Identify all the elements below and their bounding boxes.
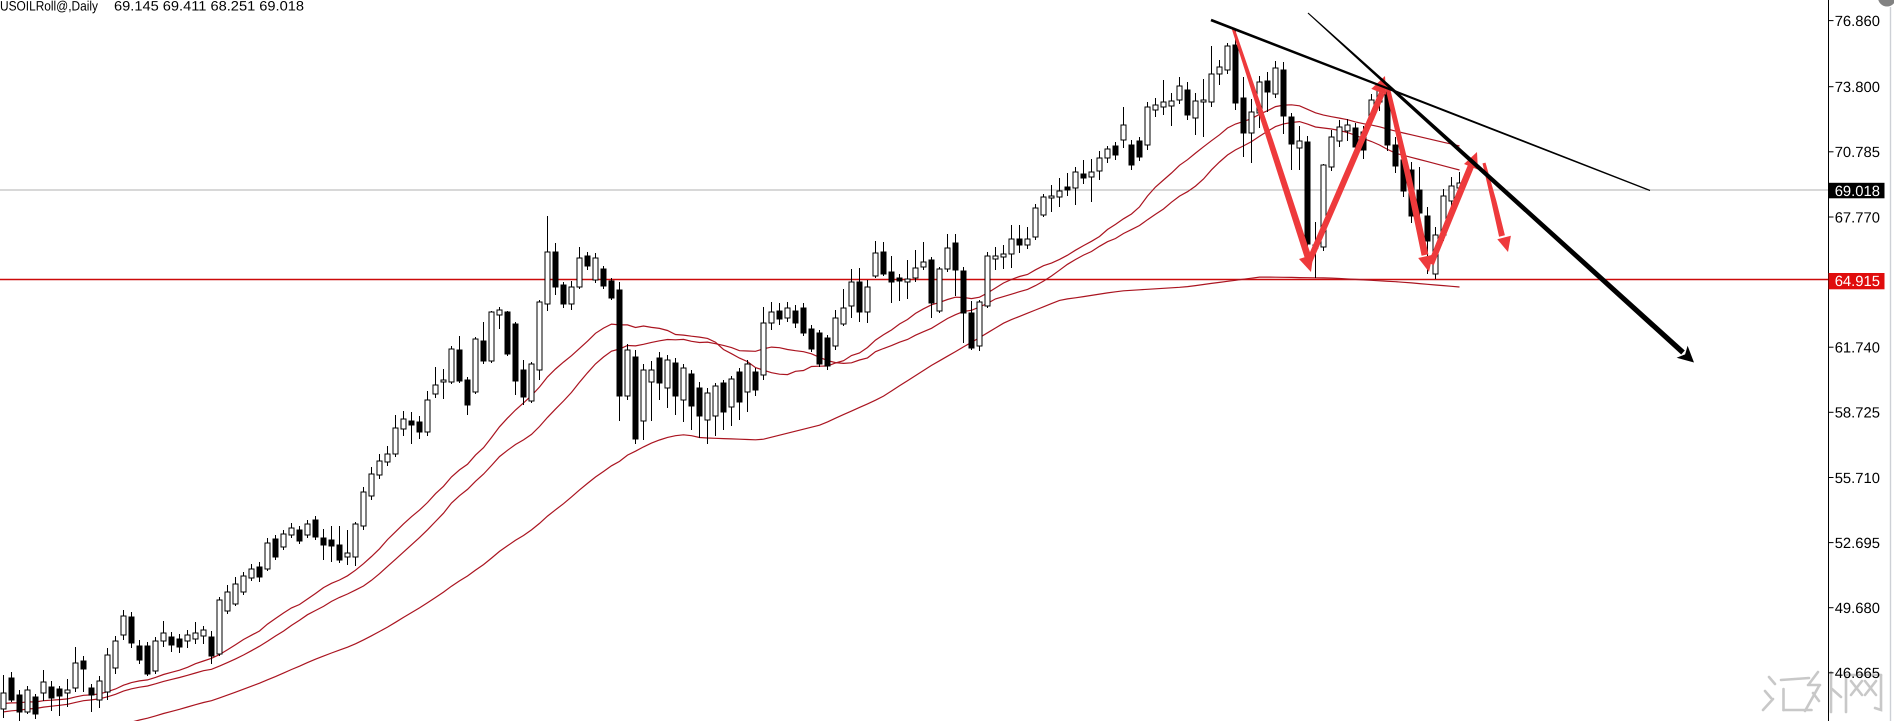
svg-text:58.725: 58.725: [1835, 406, 1880, 422]
svg-text:64.915: 64.915: [1835, 274, 1880, 290]
svg-text:55.710: 55.710: [1835, 471, 1880, 487]
svg-text:67.770: 67.770: [1835, 210, 1880, 226]
svg-text:69.145 69.411 68.251 69.018: 69.145 69.411 68.251 69.018: [114, 0, 304, 13]
svg-text:52.695: 52.695: [1835, 536, 1880, 552]
svg-text:69.018: 69.018: [1835, 184, 1880, 200]
svg-text:49.680: 49.680: [1835, 601, 1880, 617]
svg-text:73.800: 73.800: [1835, 80, 1880, 96]
svg-text:61.740: 61.740: [1835, 341, 1880, 357]
svg-text:46.665: 46.665: [1835, 666, 1880, 682]
svg-text:70.785: 70.785: [1835, 145, 1880, 161]
svg-text:76.860: 76.860: [1835, 14, 1880, 30]
svg-text:USOILRoll@,Daily: USOILRoll@,Daily: [0, 0, 98, 13]
